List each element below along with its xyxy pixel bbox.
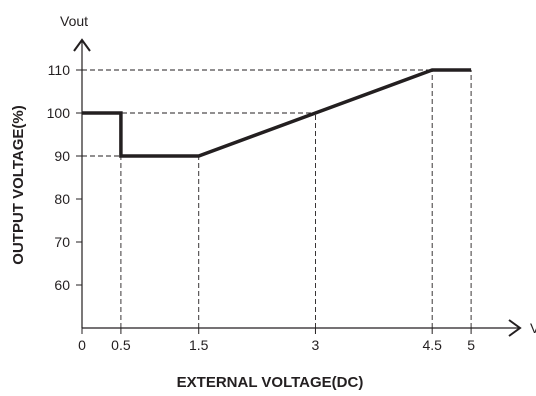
x-tick-label: 3 (312, 337, 320, 353)
x-tick-label: 1.5 (189, 337, 209, 353)
y-tick-label: 90 (54, 148, 70, 164)
x-tick-label: 0.5 (111, 337, 131, 353)
tick-marks (76, 69, 472, 334)
series-line (82, 68, 472, 158)
y-axis-title: OUTPUT VOLTAGE(%) (10, 105, 27, 264)
x-tick-label: 5 (467, 337, 475, 353)
x-axis-arrow-icon (508, 319, 522, 337)
y-axis-name: Vout (60, 13, 88, 29)
y-tick-label: 100 (47, 105, 71, 121)
y-axis-arrow-icon (73, 38, 91, 52)
x-axis-title: EXTERNAL VOLTAGE(DC) (177, 374, 364, 391)
series-layer (82, 68, 472, 158)
reference-lines (82, 69, 472, 328)
y-tick-label: 60 (54, 277, 70, 293)
tick-labels: 60 70 80 90 100 110 0 0.5 1.5 3 4.5 5 (47, 62, 476, 353)
y-tick-label: 110 (48, 62, 71, 78)
x-tick-label: 0 (78, 337, 86, 353)
x-tick-label: 4.5 (422, 337, 442, 353)
x-axis-name: V (530, 320, 536, 336)
y-tick-label: 70 (54, 234, 70, 250)
axes (73, 38, 522, 337)
y-tick-label: 80 (54, 191, 70, 207)
